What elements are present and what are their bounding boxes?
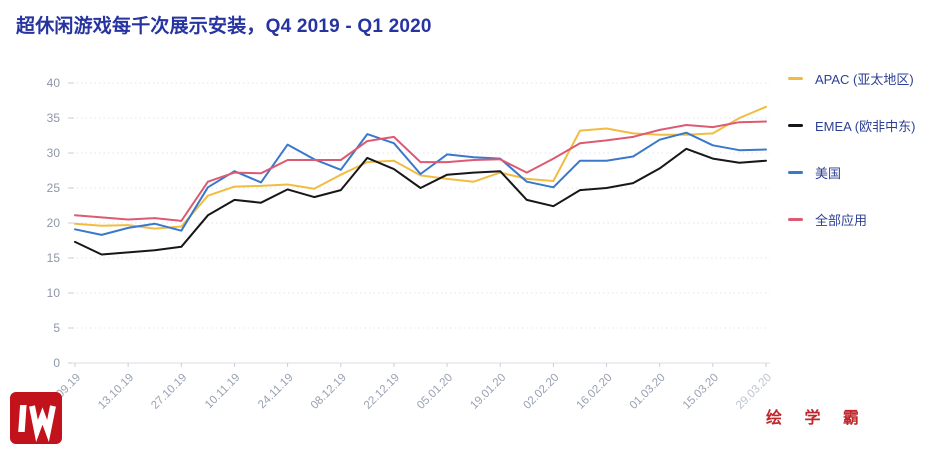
legend-item-2[interactable]: 美国	[788, 164, 938, 181]
series-line-3	[74, 120, 767, 222]
x-tick-label: 19.01.20	[468, 372, 508, 412]
axis-layer	[68, 82, 770, 367]
watermark-logo	[10, 392, 62, 444]
series-layer	[74, 105, 767, 256]
x-axis-labels: 29.09.19 13.10.19 27.10.19 10.11.19 24.11.19…	[43, 372, 774, 412]
chart-legend: APAC (亚太地区) EMEA (欧非中东) 美国全部应用	[788, 70, 938, 258]
logo-w-icon	[10, 392, 62, 444]
series-line-2	[74, 131, 767, 236]
x-tick-label: 01.03.20	[628, 372, 668, 412]
legend-label: APAC (亚太地区)	[815, 72, 914, 87]
series-line-1	[74, 147, 767, 256]
grid-layer	[72, 82, 770, 329]
logo-bar	[18, 405, 27, 432]
y-tick-label: 40	[47, 76, 61, 90]
legend-label: 全部应用	[815, 213, 868, 228]
x-tick-label: 13.10.19	[96, 372, 136, 412]
legend-dash-icon	[788, 124, 803, 127]
y-tick-label: 5	[53, 321, 60, 335]
series-line-0	[74, 105, 767, 230]
y-axis-labels: 0 5 10 15 20 25 30 35 40	[47, 76, 61, 370]
page-title: 超休闲游戏每千次展示安装，Q4 2019 - Q1 2020	[16, 16, 432, 37]
y-tick-label: 15	[47, 251, 61, 265]
x-tick-label: 08.12.19	[309, 372, 349, 412]
legend-label: EMEA (欧非中东)	[815, 119, 916, 134]
x-tick-label: 24.11.19	[256, 372, 296, 412]
legend-item-3[interactable]: 全部应用	[788, 211, 938, 228]
y-tick-label: 0	[53, 356, 60, 370]
y-tick-label: 30	[47, 146, 61, 160]
y-tick-label: 25	[47, 181, 61, 195]
legend-dash-icon	[788, 77, 803, 80]
x-tick-label: 16.02.20	[575, 372, 615, 412]
brand-watermark-text: 绘 学 霸	[766, 410, 868, 427]
x-tick-label: 10.11.19	[203, 372, 243, 412]
x-tick-label: 05.01.20	[415, 372, 455, 412]
y-tick-label: 20	[47, 216, 61, 230]
legend-item-1[interactable]: EMEA (欧非中东)	[788, 117, 938, 134]
legend-dash-icon	[788, 218, 803, 221]
legend-item-0[interactable]: APAC (亚太地区)	[788, 70, 938, 87]
x-tick-label: 15.03.20	[681, 372, 721, 412]
legend-label: 美国	[815, 166, 842, 181]
x-tick-label: 22.12.19	[362, 372, 402, 412]
legend-dash-icon	[788, 171, 803, 174]
logo-w-strokes	[29, 405, 56, 443]
x-tick-label: 02.02.20	[521, 372, 561, 412]
y-tick-label: 35	[47, 111, 61, 125]
y-tick-label: 10	[47, 286, 61, 300]
x-tick-label: 27.10.19	[149, 372, 189, 412]
